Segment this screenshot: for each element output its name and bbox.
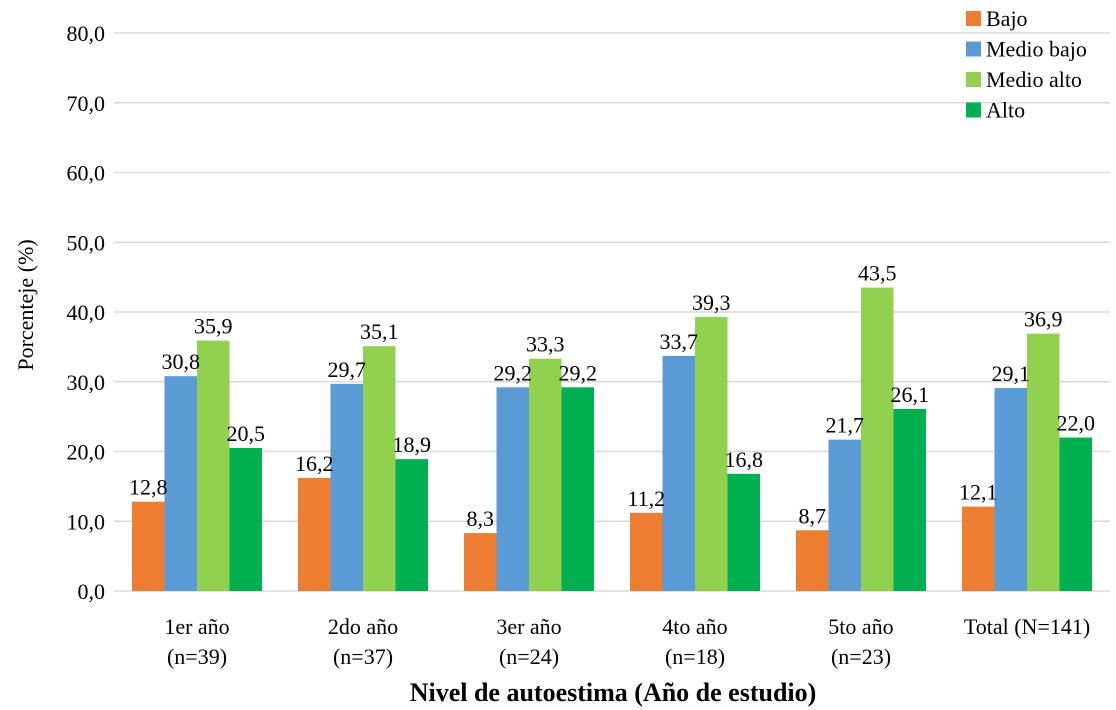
- data-label: 20,5: [227, 421, 266, 446]
- bars: [132, 287, 1092, 591]
- x-category-label: 2do año (n=37): [328, 614, 398, 669]
- y-tick-label: 30,0: [67, 370, 106, 395]
- data-label: 39,3: [692, 290, 731, 315]
- data-label: 33,3: [526, 332, 565, 357]
- bar-medio-bajo: [164, 376, 197, 591]
- data-label: 35,1: [360, 319, 399, 344]
- x-category-label: 4to año (n=18): [662, 614, 727, 669]
- y-tick-label: 0,0: [78, 579, 106, 604]
- y-tick-label: 10,0: [67, 509, 106, 534]
- x-axis-categories: 1er año (n=39) 2do año (n=37) 3er año (n=24) 4…: [164, 614, 1090, 669]
- data-label: 29,2: [494, 360, 533, 385]
- x-axis-label: Nivel de autoestima (Año de estudio): [410, 678, 817, 707]
- y-tick-label: 50,0: [67, 230, 106, 255]
- legend: Bajo Medio bajo Medio alto Alto: [966, 6, 1087, 123]
- bar-medio-alto: [1027, 333, 1060, 591]
- legend-label: Bajo: [986, 6, 1028, 31]
- x-category-label: 5to año (n=23): [828, 614, 893, 669]
- data-label: 26,1: [891, 382, 930, 407]
- data-label: 35,9: [194, 314, 233, 339]
- y-tick-label: 60,0: [67, 161, 106, 186]
- y-tick-label: 20,0: [67, 440, 106, 465]
- x-category-label: 1er año (n=39): [164, 614, 229, 669]
- data-label: 30,8: [162, 349, 201, 374]
- y-tick-label: 70,0: [67, 91, 106, 116]
- data-label: 12,8: [129, 475, 168, 500]
- data-label: 8,3: [467, 506, 495, 531]
- bar-bajo: [298, 478, 331, 591]
- bar-alto: [727, 473, 760, 591]
- legend-label: Alto: [986, 98, 1025, 123]
- legend-swatch: [966, 11, 981, 26]
- bar-medio-bajo: [994, 388, 1027, 591]
- data-label: 21,7: [826, 413, 865, 438]
- gridlines: [114, 32, 1110, 592]
- data-label: 8,7: [799, 503, 827, 528]
- bar-bajo: [630, 512, 663, 591]
- bar-medio-alto: [197, 340, 230, 591]
- bar-medio-bajo: [662, 355, 695, 591]
- bar-alto: [395, 459, 428, 591]
- data-label: 36,9: [1024, 307, 1063, 332]
- x-category-label: 3er año (n=24): [496, 614, 561, 669]
- bar-alto: [229, 448, 262, 591]
- y-axis-ticks: 0,0 10,0 20,0 30,0 40,0 50,0 60,0 70,0 80,0: [67, 21, 106, 604]
- bar-medio-alto: [695, 316, 728, 591]
- data-label: 29,1: [992, 361, 1031, 386]
- legend-swatch: [966, 102, 981, 118]
- data-label: 43,5: [858, 261, 897, 286]
- x-category-label: Total (N=141): [964, 614, 1090, 639]
- y-tick-label: 40,0: [67, 300, 106, 325]
- legend-label: Medio alto: [986, 67, 1082, 92]
- data-label: 29,2: [559, 360, 598, 385]
- bar-medio-bajo: [330, 383, 363, 591]
- y-axis-label: Porcenteje (%): [13, 239, 38, 370]
- legend-swatch: [966, 72, 981, 87]
- data-label: 33,7: [660, 329, 699, 354]
- data-label: 11,2: [627, 486, 665, 511]
- bar-alto: [561, 387, 594, 591]
- data-label: 18,9: [393, 432, 432, 457]
- data-label: 22,0: [1057, 411, 1096, 436]
- bar-medio-alto: [529, 358, 562, 591]
- data-labels: 12,8 30,8 35,9 20,5 16,2 29,7 35,1 18,9 8,3 29,2 3…: [129, 261, 1095, 532]
- bar-bajo: [796, 530, 829, 591]
- y-tick-label: 80,0: [67, 21, 106, 46]
- bar-alto: [1059, 437, 1092, 591]
- bar-medio-alto: [861, 287, 894, 591]
- bar-medio-alto: [363, 346, 396, 591]
- bar-medio-bajo: [828, 439, 861, 591]
- bar-alto: [893, 408, 926, 591]
- bar-medio-bajo: [496, 387, 529, 591]
- bar-bajo: [962, 506, 995, 591]
- legend-swatch: [966, 41, 981, 57]
- data-label: 12,1: [959, 480, 998, 505]
- data-label: 16,2: [295, 451, 334, 476]
- data-label: 29,7: [328, 357, 367, 382]
- legend-label: Medio bajo: [986, 37, 1087, 62]
- bar-bajo: [464, 533, 497, 591]
- bar-bajo: [132, 501, 165, 591]
- data-label: 16,8: [725, 447, 764, 472]
